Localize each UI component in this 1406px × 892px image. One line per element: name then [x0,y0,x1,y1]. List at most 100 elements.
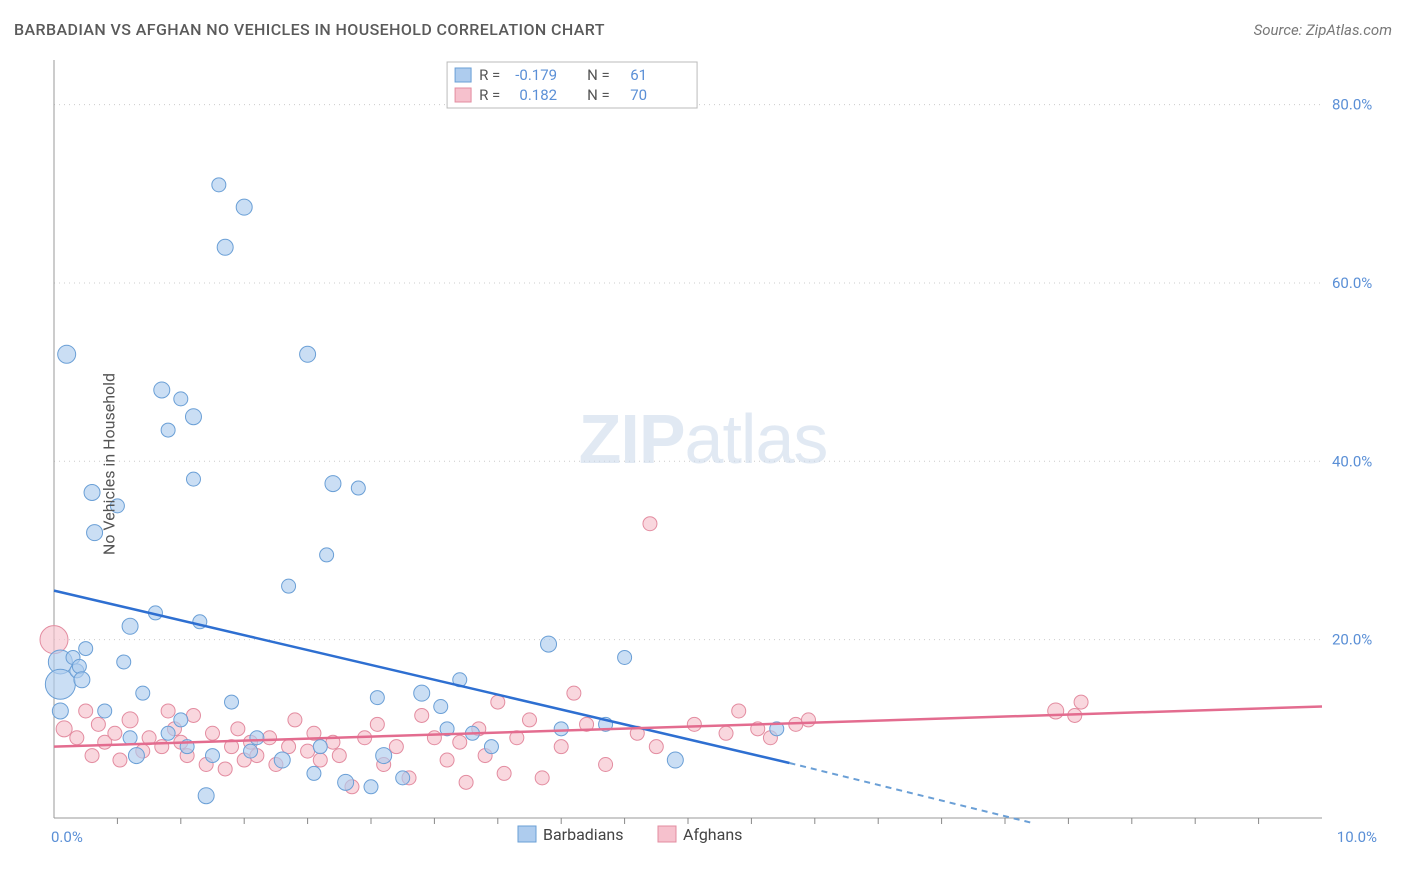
scatter-point-afghans [370,717,384,731]
scatter-point-barbadians [414,685,430,701]
scatter-point-barbadians [667,752,683,768]
scatter-point-barbadians [244,744,258,758]
scatter-point-barbadians [161,423,175,437]
scatter-point-barbadians [364,780,378,794]
scatter-point-afghans [301,744,315,758]
scatter-point-afghans [719,726,733,740]
scatter-point-afghans [56,721,72,737]
scatter-point-afghans [535,771,549,785]
legend-swatch-afghans-bottom [658,826,676,842]
scatter-point-barbadians [174,392,188,406]
legend-label-afghans: Afghans [683,825,742,844]
scatter-point-afghans [332,749,346,763]
scatter-point-afghans [108,726,122,740]
chart-area: No Vehicles in Household ZIPatlas 20.0%4… [14,50,1392,878]
scatter-point-barbadians [541,636,557,652]
scatter-point-afghans [453,735,467,749]
legend-swatch-afghans [455,88,471,102]
scatter-point-afghans [732,704,746,718]
scatter-point-barbadians [161,726,175,740]
scatter-point-afghans [649,740,663,754]
scatter-point-afghans [79,704,93,718]
scatter-point-barbadians [376,748,392,764]
scatter-plot: 20.0%40.0%60.0%80.0%0.0%10.0%R =-0.179N … [14,50,1392,878]
scatter-point-afghans [427,731,441,745]
scatter-point-afghans [91,717,105,731]
y-tick-label: 20.0% [1332,631,1372,649]
legend-swatch-barbadians-bottom [518,826,536,842]
legend-n-barbadians: 61 [630,66,647,84]
scatter-point-afghans [206,726,220,740]
scatter-point-barbadians [217,239,233,255]
scatter-point-barbadians [313,740,327,754]
chart-title: BARBADIAN VS AFGHAN NO VEHICLES IN HOUSE… [14,20,605,39]
scatter-point-barbadians [117,655,131,669]
legend-label-barbadians: Barbadians [543,825,624,844]
scatter-point-afghans [415,708,429,722]
scatter-point-barbadians [136,686,150,700]
scatter-point-afghans [459,775,473,789]
scatter-point-barbadians [186,472,200,486]
scatter-point-afghans [389,740,403,754]
scatter-point-afghans [218,762,232,776]
scatter-point-afghans [186,708,200,722]
scatter-point-barbadians [198,788,214,804]
scatter-point-barbadians [325,476,341,492]
scatter-point-barbadians [282,579,296,593]
scatter-point-barbadians [307,766,321,780]
scatter-point-afghans [643,517,657,531]
scatter-point-barbadians [122,618,138,634]
scatter-point-afghans [85,749,99,763]
header-bar: BARBADIAN VS AFGHAN NO VEHICLES IN HOUSE… [14,20,1392,39]
x-max-label: 10.0% [1337,828,1377,846]
legend-r-afghans: 0.182 [519,86,557,104]
legend-n-label: N = [587,66,610,84]
scatter-point-barbadians [554,722,568,736]
scatter-point-afghans [155,740,169,754]
scatter-point-afghans [567,686,581,700]
scatter-point-afghans [687,717,701,731]
trendline-barbadians-extrapolated [789,763,1030,822]
y-tick-label: 80.0% [1332,96,1372,114]
scatter-point-afghans [263,731,277,745]
scatter-point-barbadians [154,382,170,398]
scatter-point-barbadians [84,485,100,501]
scatter-point-afghans [231,722,245,736]
scatter-point-barbadians [128,748,144,764]
scatter-point-barbadians [79,642,93,656]
series-legend: Barbadians Afghans [518,825,742,844]
scatter-point-afghans [599,757,613,771]
scatter-point-barbadians [300,346,316,362]
scatter-point-afghans [1074,695,1088,709]
scatter-point-afghans [313,753,327,767]
legend-n-label-2: N = [587,86,610,104]
scatter-point-afghans [1048,703,1064,719]
scatter-point-afghans [113,753,127,767]
scatter-point-barbadians [174,713,188,727]
scatter-point-afghans [801,713,815,727]
scatter-point-barbadians [250,731,264,745]
scatter-point-afghans [282,740,296,754]
scatter-point-afghans [70,731,84,745]
scatter-point-barbadians [484,740,498,754]
y-tick-label: 60.0% [1332,274,1372,292]
scatter-point-barbadians [274,752,290,768]
scatter-point-barbadians [370,691,384,705]
scatter-point-barbadians [212,178,226,192]
scatter-point-barbadians [236,199,252,215]
scatter-point-afghans [491,695,505,709]
y-tick-label: 40.0% [1332,452,1372,470]
scatter-point-afghans [523,713,537,727]
scatter-point-barbadians [351,481,365,495]
legend-r-label-2: R = [479,86,500,104]
scatter-point-afghans [554,740,568,754]
scatter-point-barbadians [206,749,220,763]
x-min-label: 0.0% [51,828,83,846]
scatter-point-afghans [440,753,454,767]
scatter-point-barbadians [52,703,68,719]
legend-n-afghans: 70 [630,86,647,104]
scatter-point-barbadians [74,672,90,688]
scatter-point-barbadians [396,771,410,785]
scatter-point-barbadians [98,704,112,718]
y-axis-label: No Vehicles in Household [100,373,119,555]
